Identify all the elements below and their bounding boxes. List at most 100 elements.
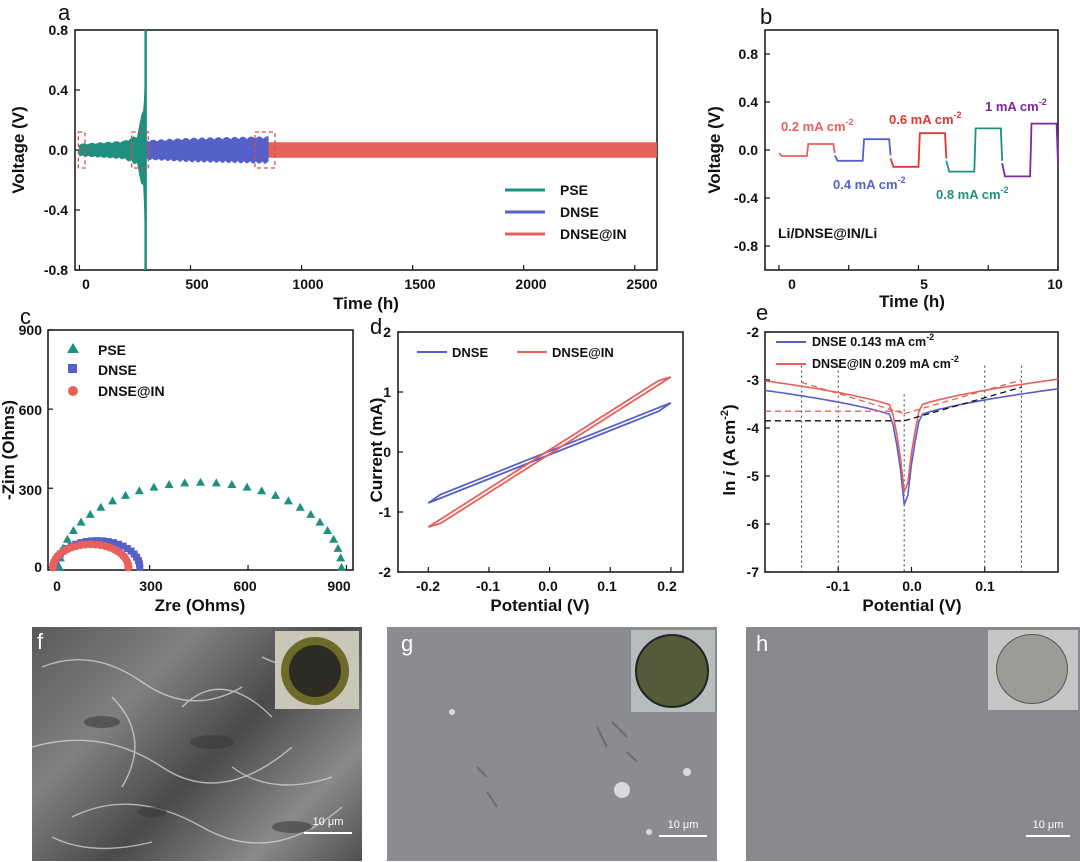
- scale-label-g: 10 μm: [667, 819, 699, 831]
- ytick-label: 2: [383, 324, 391, 340]
- series-band-pse: [79, 42, 147, 270]
- step-label-0-2: 0.2 mA cm-2: [781, 117, 854, 134]
- sem-image-f: 10 μm f: [32, 627, 362, 861]
- highlight-box: [254, 131, 276, 169]
- legend-a: PSE DNSE DNSE@IN: [505, 182, 627, 242]
- ytick-label: -2: [379, 564, 392, 580]
- tafel-curve-1: [764, 388, 1059, 505]
- ytick-label: 1: [383, 384, 391, 400]
- ytick-label: -0.4: [44, 202, 68, 218]
- point-pse: [283, 496, 293, 505]
- point-pse: [271, 490, 281, 499]
- ytick-label: 0: [383, 444, 391, 460]
- series-band-dnse: [134, 136, 269, 164]
- panel-label-a: a: [58, 0, 71, 25]
- sem-image-h: 10 μm h: [746, 627, 1080, 861]
- tangent-dnse-in-left: [801, 381, 905, 415]
- legend-c: PSE DNSE DNSE@IN: [67, 342, 165, 399]
- legend-label-dnse: DNSE 0.143 mA cm-2: [812, 332, 934, 349]
- step-curve-4: [945, 127, 1004, 173]
- step-label-1: 1 mA cm-2: [985, 97, 1047, 114]
- xtick-label: 600: [233, 578, 257, 594]
- xtick-label: 900: [327, 578, 351, 594]
- panel-label-h: h: [756, 631, 769, 656]
- ytick-label: 0.8: [49, 22, 69, 38]
- xtick-label: -0.1: [476, 578, 500, 594]
- scale-label-f: 10 μm: [312, 816, 344, 828]
- disc-h: [996, 634, 1068, 704]
- y-axis-label-d: Current (mA): [367, 398, 386, 503]
- panel-label-e: e: [756, 300, 768, 325]
- point-pse: [337, 562, 347, 571]
- ytick-label: 0.0: [49, 142, 69, 158]
- x-axis-label-c: Zre (Ohms): [155, 596, 246, 615]
- annotation-b: Li/DNSE@IN/Li: [778, 225, 877, 241]
- tafel-curve-2: [764, 378, 1059, 495]
- photo-inset-h: [988, 630, 1078, 710]
- y-axis-label-a: Voltage (V): [9, 106, 28, 194]
- point-pse: [336, 553, 346, 562]
- ytick-labels-a: 0.8 0.4 0.0 -0.4 -0.8: [44, 22, 68, 278]
- panel-d: d 2 1 0 -1 -2 -0.2 -0.1 0.0 0.1 0.2 Pote…: [367, 314, 684, 615]
- point-pse: [164, 479, 174, 488]
- point-pse: [295, 502, 305, 511]
- ytick-labels-b: 0.8 0.4 0.0 -0.4 -0.8: [734, 46, 758, 254]
- ytick-label: 600: [19, 402, 43, 418]
- disc-g: [635, 634, 709, 708]
- xtick-label: 1000: [292, 276, 323, 292]
- ytick-labels-c: 900 600 300 0: [19, 322, 43, 575]
- ytick-labels-e: -2 -3 -4 -5 -6 -7: [747, 324, 760, 580]
- point-pse: [120, 490, 130, 499]
- xtick-label: 300: [139, 578, 163, 594]
- xtick-labels-c: 0 300 600 900: [53, 578, 351, 594]
- xtick-label: 10: [1047, 276, 1063, 292]
- panel-a: a 0.8 0.4 0.0 -0.4 -0.8 0 500 1000 1500 …: [9, 0, 658, 313]
- photo-inset-g: [631, 630, 715, 712]
- point-dnse: [99, 537, 107, 545]
- ytick-label: -3: [747, 372, 760, 388]
- panel-e: e -2 -3 -4 -5 -6 -7 -0.1 0.0 0.1 Potenti…: [719, 300, 1059, 615]
- point-dnse-in: [124, 563, 133, 572]
- cv-loop-dnse-in: [427, 376, 672, 528]
- xtick-label: 0.0: [902, 578, 922, 594]
- ytick-label: -4: [747, 420, 760, 436]
- step-curve-2: [833, 138, 892, 162]
- xtick-labels-a: 0 500 1000 1500 2000 2500: [82, 276, 658, 292]
- series-band-dnse-in: [268, 142, 657, 158]
- ytick-label: -6: [747, 516, 760, 532]
- ytick-label: -0.8: [44, 262, 68, 278]
- point-pse: [134, 486, 144, 495]
- step-labels-b: 0.2 mA cm-2 0.4 mA cm-2 0.6 mA cm-2 0.8 …: [781, 97, 1047, 202]
- ytick-label: 0.4: [739, 94, 759, 110]
- ytick-label: 0.8: [739, 46, 759, 62]
- panel-c: c 900 600 300 0 0 300 600 900 Zre (Ohms)…: [0, 304, 354, 615]
- ytick-label: 0.0: [739, 142, 759, 158]
- point-pse: [257, 486, 267, 495]
- legend-label-dnse: DNSE: [452, 345, 488, 360]
- legend-label-dnse-in: DNSE@IN 0.209 mA cm-2: [812, 354, 959, 371]
- panel-label-c: c: [20, 304, 31, 329]
- xtick-label: 0.2: [657, 578, 677, 594]
- xtick-label: 0.0: [538, 578, 558, 594]
- cv-loop-dnse: [427, 401, 672, 504]
- step-curve-5: [1001, 122, 1059, 178]
- x-axis-label-e: Potential (V): [862, 596, 961, 615]
- xtick-label: 0.1: [597, 578, 617, 594]
- panel-label-f: f: [37, 629, 44, 654]
- panel-b: b 0.8 0.4 0.0 -0.4 -0.8 0 5 10 Time (h) …: [705, 4, 1063, 311]
- x-axis-label-d: Potential (V): [490, 596, 589, 615]
- point-pse: [323, 525, 333, 534]
- photo-inset-f: [275, 631, 359, 709]
- point-pse: [96, 502, 106, 511]
- panel-label-d: d: [370, 314, 382, 339]
- legend-label-pse: PSE: [98, 342, 126, 358]
- ytick-label: -0.4: [734, 190, 758, 206]
- ytick-label: -5: [747, 468, 760, 484]
- xtick-label: 0: [82, 276, 90, 292]
- legend-d: DNSE DNSE@IN: [417, 345, 614, 360]
- xtick-label: 500: [185, 276, 209, 292]
- point-pse: [76, 517, 86, 526]
- legend-label-dnse: DNSE: [98, 362, 137, 378]
- ytick-label: 300: [19, 482, 43, 498]
